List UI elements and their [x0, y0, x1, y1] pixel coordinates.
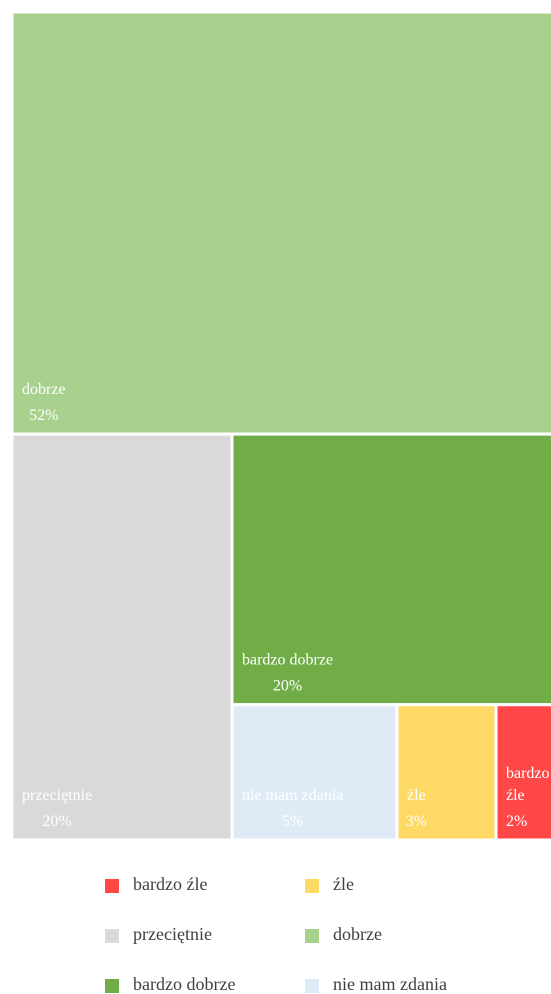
cell-name: nie mam zdania [242, 787, 343, 804]
legend-label: bardzo źle [133, 874, 207, 894]
cell-label: dobrze 52% [22, 381, 66, 424]
legend-label: dobrze [333, 924, 382, 944]
cell-value: 2% [506, 813, 527, 830]
cell-name: bardzo źle [506, 765, 550, 804]
treemap-cell [494, 703, 551, 842]
cell-value: 5% [282, 813, 303, 830]
legend-label: źle [333, 874, 354, 894]
cell-name-line: bardzo [506, 765, 550, 782]
treemap-cell [10, 10, 551, 436]
treemap-cell [395, 703, 498, 842]
cell-value: 20% [273, 678, 302, 695]
legend-swatch [305, 929, 319, 943]
legend-swatch [305, 879, 319, 893]
cell-name: dobrze [22, 381, 66, 398]
legend-swatch [105, 879, 119, 893]
cell-value: 20% [42, 813, 71, 830]
treemap-cell [10, 432, 234, 842]
cell-value: 52% [29, 407, 58, 424]
cell-name: bardzo dobrze [242, 652, 333, 669]
legend-label: bardzo dobrze [133, 974, 235, 994]
cell-label: nie mam zdania 5% [242, 787, 343, 830]
legend-label: przeciętnie [133, 924, 212, 944]
cell-label: źle 3% [406, 787, 427, 830]
legend-swatch [105, 979, 119, 993]
legend-swatch [105, 929, 119, 943]
cell-label: przeciętnie 20% [22, 787, 92, 830]
cell-label: bardzo źle 2% [506, 765, 550, 830]
cell-name-line: źle [506, 787, 525, 804]
legend-swatch [305, 979, 319, 993]
cell-value: 3% [406, 813, 427, 830]
cell-name: źle [407, 787, 426, 804]
cell-label: bardzo dobrze 20% [242, 652, 333, 695]
legend-label: nie mam zdania [333, 974, 447, 994]
cell-name: przeciętnie [22, 787, 92, 804]
treemap-cell [230, 432, 551, 707]
treemap-cell [230, 703, 399, 842]
